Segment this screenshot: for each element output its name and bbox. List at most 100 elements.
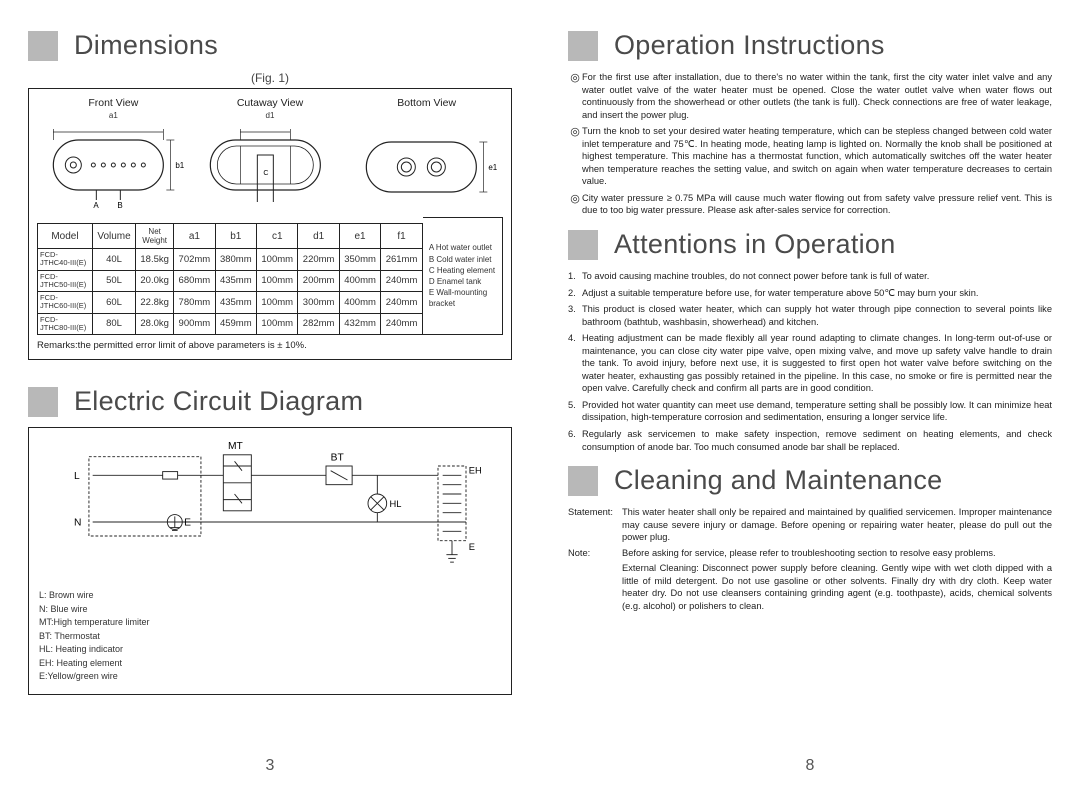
svg-text:MT: MT [228, 441, 244, 452]
svg-text:L: L [74, 471, 80, 482]
item-text: City water pressure ≥ 0.75 MPa will caus… [582, 192, 1052, 217]
section-circuit-header: Electric Circuit Diagram [28, 386, 512, 417]
table-cell: 282mm [298, 313, 339, 335]
legend-line: BT: Thermostat [39, 630, 501, 644]
section-marker [28, 31, 58, 61]
legend-line: EH: Heating element [39, 657, 501, 671]
table-cell: 100mm [257, 313, 298, 335]
dim-col-header: d1 [298, 224, 339, 249]
list-item: 2.Adjust a suitable temperature before u… [568, 287, 1052, 300]
item-text: Regularly ask servicemen to make safety … [582, 428, 1052, 453]
item-number: 5. [568, 399, 582, 424]
item-text: Turn the knob to set your desired water … [582, 125, 1052, 188]
table-row: FCD-JTHC60-III(E)60L22.8kg780mm435mm100m… [38, 292, 423, 314]
table-cell: 400mm [339, 292, 380, 314]
legend-b: B Cold water inlet [429, 254, 500, 265]
table-cell: 220mm [298, 249, 339, 271]
item-text: To avoid causing machine troubles, do no… [582, 270, 1052, 283]
table-cell: FCD-JTHC60-III(E) [38, 292, 93, 314]
table-cell: 100mm [257, 292, 298, 314]
list-item: 3.This product is closed water heater, w… [568, 303, 1052, 328]
table-cell: 240mm [381, 270, 423, 292]
statement-label: Statement: [568, 506, 622, 544]
list-item: 1.To avoid causing machine troubles, do … [568, 270, 1052, 283]
legend-line: E:Yellow/green wire [39, 670, 501, 684]
list-item: ◎Turn the knob to set your desired water… [568, 125, 1052, 188]
svg-text:e1: e1 [489, 163, 498, 172]
table-cell: 900mm [174, 313, 215, 335]
table-cell: 780mm [174, 292, 215, 314]
table-cell: 80L [92, 313, 135, 335]
table-cell: 240mm [381, 292, 423, 314]
item-text: For the first use after installation, du… [582, 71, 1052, 121]
table-cell: 350mm [339, 249, 380, 271]
list-item: 5.Provided hot water quantity can meet u… [568, 399, 1052, 424]
bottom-view-label: Bottom View [350, 97, 503, 109]
front-view: Front View a1 [37, 97, 190, 217]
bullet-icon: ◎ [568, 125, 582, 188]
legend-a: A Hot water outlet [429, 242, 500, 253]
svg-text:N: N [74, 518, 81, 529]
section-title: Operation Instructions [614, 30, 885, 61]
table-row: FCD-JTHC50-III(E)50L20.0kg680mm435mm100m… [38, 270, 423, 292]
table-cell: 432mm [339, 313, 380, 335]
table-cell: 20.0kg [136, 270, 174, 292]
table-cell: 459mm [215, 313, 256, 335]
cutaway-view-label: Cutaway View [194, 97, 347, 109]
svg-text:HL: HL [389, 499, 401, 509]
legend-line: HL: Heating indicator [39, 643, 501, 657]
left-page: Dimensions (Fig. 1) Front View a1 [0, 0, 540, 793]
svg-text:E: E [469, 542, 475, 552]
legend-d: D Enamel tank [429, 276, 500, 287]
table-cell: 261mm [381, 249, 423, 271]
table-cell: 240mm [381, 313, 423, 335]
item-number: 4. [568, 332, 582, 395]
table-cell: 435mm [215, 292, 256, 314]
dim-col-header: c1 [257, 224, 298, 249]
note-label: Note: [568, 547, 622, 560]
dim-table-layout: ModelVolumeNetWeighta1b1c1d1e1f1 FCD-JTH… [37, 217, 503, 335]
item-text: This product is closed water heater, whi… [582, 303, 1052, 328]
dim-col-header: e1 [339, 224, 380, 249]
item-text: Provided hot water quantity can meet use… [582, 399, 1052, 424]
attentions: 1.To avoid causing machine troubles, do … [568, 270, 1052, 453]
ext-cleaning-text: External Cleaning: Disconnect power supp… [622, 562, 1052, 612]
section-marker [568, 230, 598, 260]
table-cell: 435mm [215, 270, 256, 292]
table-row: FCD-JTHC80-III(E)80L28.0kg900mm459mm100m… [38, 313, 423, 335]
dim-col-header: Volume [92, 224, 135, 249]
bullet-icon: ◎ [568, 71, 582, 121]
table-cell: 28.0kg [136, 313, 174, 335]
legend-line: N: Blue wire [39, 603, 501, 617]
views-row: Front View a1 [37, 97, 503, 217]
circuit-box: L N E MT BT [28, 427, 512, 695]
dim-col-header: NetWeight [136, 224, 174, 249]
svg-text:EH: EH [469, 465, 482, 475]
svg-text:BT: BT [331, 452, 345, 463]
legend-line: MT:High temperature limiter [39, 616, 501, 630]
figure-label: (Fig. 1) [28, 71, 512, 85]
table-cell: 18.5kg [136, 249, 174, 271]
bottom-view-svg: e1 [350, 122, 503, 212]
ext-spacer [568, 562, 622, 612]
table-cell: 400mm [339, 270, 380, 292]
table-row: FCD-JTHC40-III(E)40L18.5kg702mm380mm100m… [38, 249, 423, 271]
remarks: Remarks:the permitted error limit of abo… [37, 340, 503, 351]
table-cell: FCD-JTHC50-III(E) [38, 270, 93, 292]
section-marker [568, 31, 598, 61]
front-view-svg: b1 A B [37, 120, 190, 210]
item-number: 1. [568, 270, 582, 283]
circuit-svg: L N E MT BT [39, 438, 501, 578]
statement-text: This water heater shall only be repaired… [622, 506, 1052, 544]
section-title: Electric Circuit Diagram [74, 386, 363, 417]
table-cell: 300mm [298, 292, 339, 314]
note-text: Before asking for service, please refer … [622, 547, 1052, 560]
table-cell: 40L [92, 249, 135, 271]
list-item: 6.Regularly ask servicemen to make safet… [568, 428, 1052, 453]
table-cell: FCD-JTHC80-III(E) [38, 313, 93, 335]
item-text: Heating adjustment can be made flexibly … [582, 332, 1052, 395]
item-number: 6. [568, 428, 582, 453]
front-view-label: Front View [37, 97, 190, 109]
page-number: 8 [806, 757, 815, 775]
item-text: Adjust a suitable temperature before use… [582, 287, 1052, 300]
